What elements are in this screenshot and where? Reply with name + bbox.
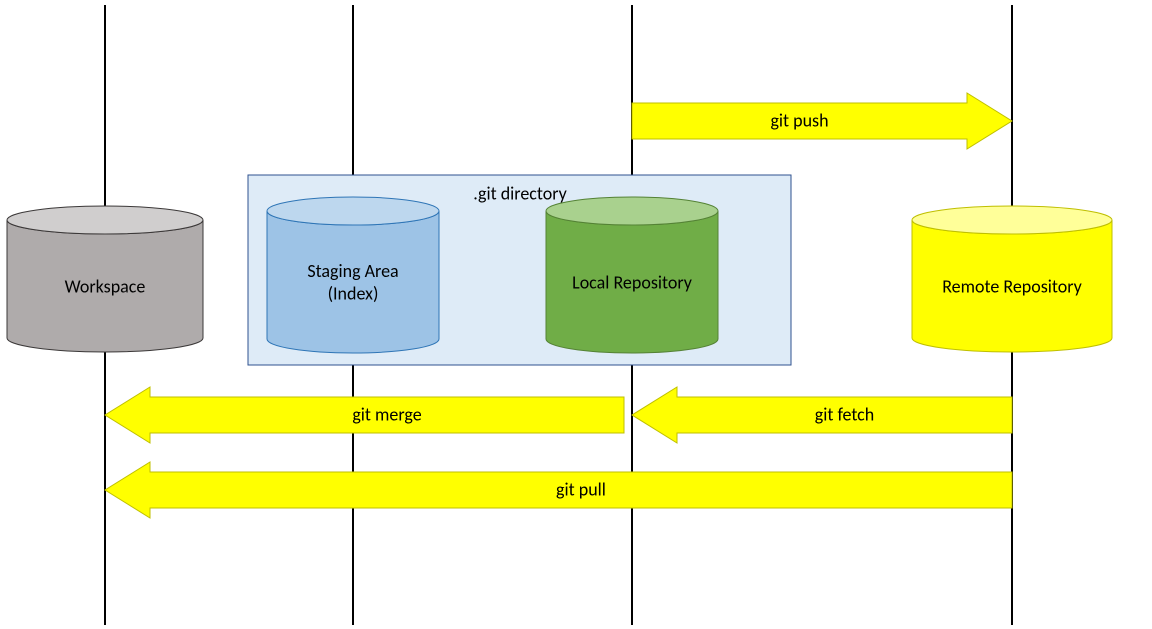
arrow-merge: git merge	[105, 387, 624, 443]
cylinder-workspace: Workspace	[7, 206, 203, 352]
cylinder-label: Staging Area	[307, 260, 398, 282]
cylinder-staging: Staging Area(Index)	[267, 197, 439, 353]
arrow-push: git push	[632, 93, 1012, 149]
cylinder-label: Local Repository	[572, 271, 693, 293]
arrow-label: git push	[770, 109, 828, 131]
cylinder-local: Local Repository	[546, 197, 718, 353]
arrow-label: git merge	[352, 403, 421, 425]
cylinder-label: Remote Repository	[942, 275, 1082, 297]
arrow-pull: git pull	[105, 462, 1012, 518]
cylinder-label: Workspace	[65, 275, 146, 297]
git-directory-label: .git directory	[473, 182, 567, 204]
cylinder-label: (Index)	[328, 283, 379, 305]
arrow-label: git fetch	[815, 403, 874, 425]
arrow-label: git pull	[556, 478, 606, 500]
cylinder-remote: Remote Repository	[912, 206, 1112, 352]
arrow-fetch: git fetch	[632, 387, 1012, 443]
diagram-canvas: .git directory Workspace Staging Area(Inde…	[0, 0, 1152, 629]
